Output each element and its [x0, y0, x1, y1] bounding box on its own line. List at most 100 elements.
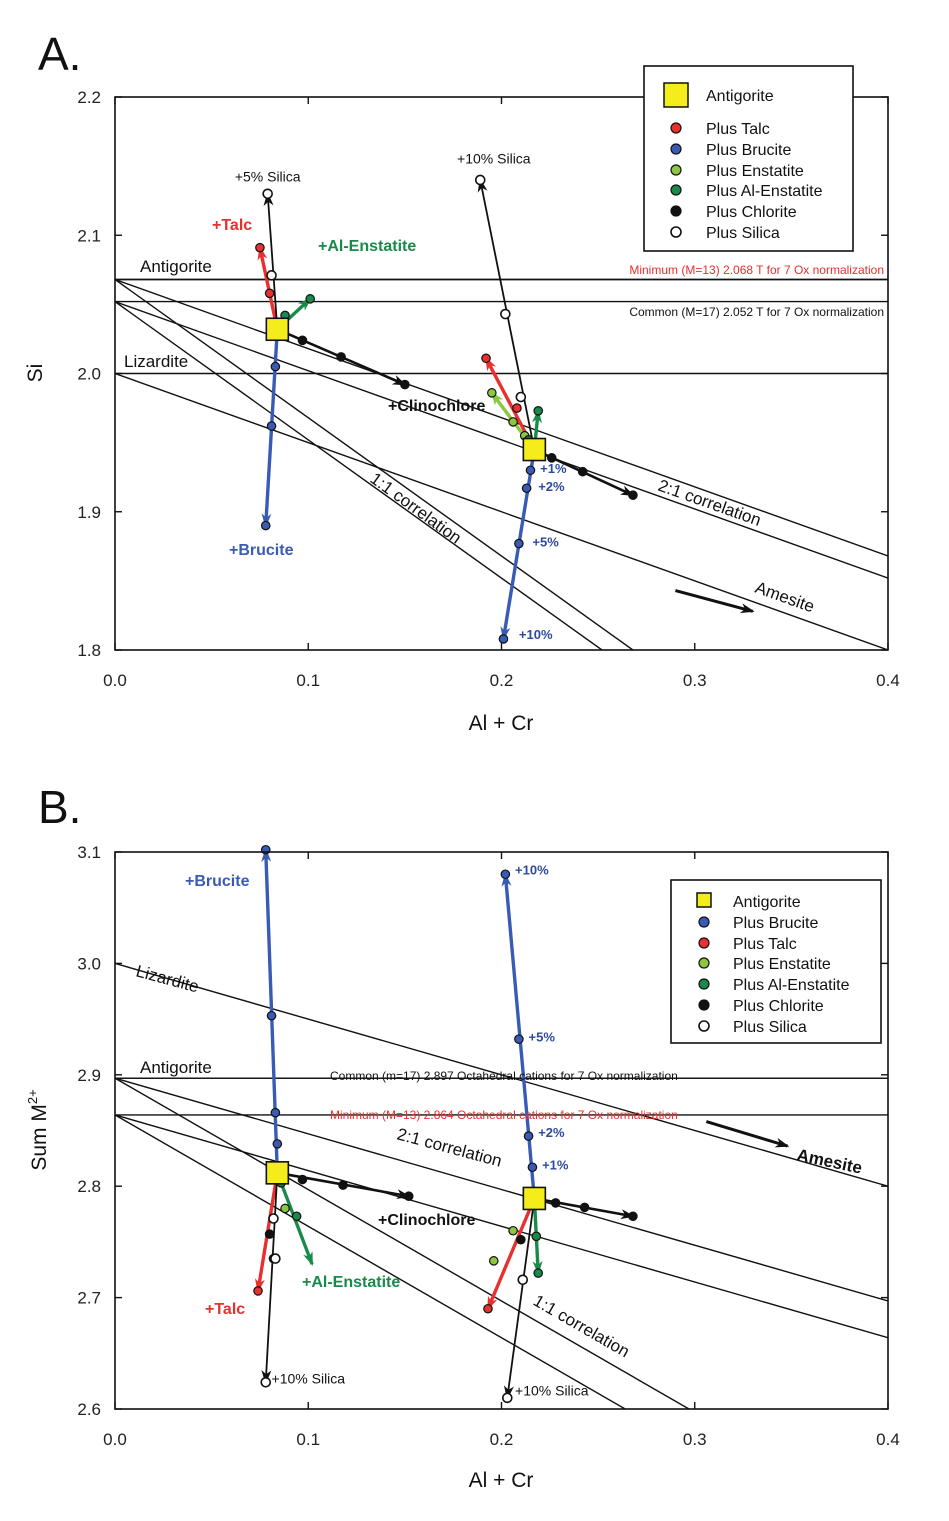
panel-a-talc-point-0: [255, 242, 265, 253]
panel-a-silica-point-2: [474, 174, 486, 186]
panel-a-brucite-point-5: [521, 483, 532, 494]
panel-a-talc-point-3: [512, 403, 522, 413]
panel-a-minimum-normalization-label: Minimum (M=13) 2.068 T for 7 Ox normaliz…: [629, 263, 884, 277]
panel-b-silica-point-2: [270, 1253, 281, 1264]
panel-b-x-tick-label-3: 0.3: [683, 1430, 707, 1449]
panel-a-y-tick-label-0: 1.8: [77, 641, 101, 660]
panel-b-al_enstatite-point-3: [531, 1231, 542, 1242]
panel-a-al_enstatite-point-0: [305, 294, 315, 304]
panel-a-annotation-0: +5% Silica: [235, 168, 301, 184]
panel-a-y-tick-label-1: 1.9: [77, 503, 101, 522]
panel-a-brucite-point-2: [266, 421, 277, 431]
panel-b-antigorite-marker-0: [265, 1161, 290, 1185]
panel-a-silica-point-4: [515, 391, 527, 403]
panel-a-chlorite-point-0: [400, 379, 410, 390]
panel-a-antigorite-marker-0: [265, 317, 290, 342]
panel-a-legend: Antigorite Plus Talc Plus Brucite Plus E…: [643, 65, 854, 252]
panel-a-chlorite-point-4: [546, 453, 557, 463]
panel-b-amesite-label: Amesite: [795, 1145, 864, 1177]
panel-b-y-axis-label: Sum M2+: [25, 1089, 51, 1170]
panel-b-legend-silica: Plus Silica: [733, 1019, 807, 1036]
panel-b-brucite-point-7: [527, 1162, 538, 1173]
panel-b-legend-antigorite: Antigorite: [733, 894, 801, 911]
panel-a-brucite-point-1: [270, 361, 281, 372]
panel-b-chlorite-point-6: [264, 1229, 275, 1239]
panel-a-reference-line-5: [115, 300, 888, 579]
panel-b-chlorite-point-0: [403, 1191, 414, 1202]
panel-b-brucite-point-2: [270, 1107, 281, 1118]
panel-b-y-axis-label-superscript: 2+: [25, 1089, 40, 1104]
panel-b-talc-point-0: [253, 1286, 263, 1296]
panel-a-legend-enstatite: Plus Enstatite: [706, 163, 804, 180]
panel-a-amesite-label: Amesite: [753, 578, 817, 617]
panel-b-enstatite-point-1: [508, 1225, 518, 1236]
panel-b-chlorite-point-4: [550, 1198, 561, 1208]
panel-b-silica-arrow-1: [503, 1198, 536, 1400]
panel-a-legend-al-enstatite: Plus Al-Enstatite: [706, 183, 823, 200]
panel-a-antigorite-marker-1: [522, 437, 547, 462]
panel-b-legend: Antigorite Plus Brucite Plus Talc Plus E…: [670, 879, 882, 1044]
panel-a-talc-point-2: [264, 288, 275, 299]
panel-a-annotation-5: +10%: [519, 627, 553, 642]
panel-b-letter: B.: [38, 781, 81, 833]
panel-a-y-tick-label-3: 2.1: [77, 226, 101, 245]
panel-b-brucite-label: +Brucite: [185, 873, 250, 890]
panel-a-x-tick-label-2: 0.2: [490, 671, 514, 690]
panel-a-x-tick-label-1: 0.1: [296, 671, 320, 690]
panel-a-silica-arrow-0: [263, 191, 279, 330]
panel-a-legend-chlorite-swatch: [670, 205, 682, 217]
panel-b-brucite-point-5: [514, 1034, 524, 1044]
panel-b-plot-frame: [114, 851, 889, 1410]
panel-b-annotations: +10% Silica +10% Silica +10% +5% +2% +1%: [272, 862, 589, 1398]
panel-a-clinochlore-label: +Clinochlore: [388, 398, 485, 415]
panel-b-silica-point-3: [501, 1392, 513, 1404]
panel-a-common-normalization-label: Common (M=17) 2.052 T for 7 Ox normaliza…: [629, 305, 884, 319]
panel-a-enstatite-point-0: [487, 388, 497, 398]
panel-b-x-tick-label-4: 0.4: [876, 1430, 900, 1449]
panel-b-annotation-0: +10% Silica: [272, 1370, 346, 1386]
panel-a-silica-point-0: [262, 188, 273, 200]
panel-a-legend-silica-swatch: [670, 226, 682, 238]
panel-b-y-tick-label-4: 3.0: [77, 954, 101, 973]
panel-b-annotation-4: +2%: [538, 1125, 565, 1140]
panel-a-reference-line-7: [115, 278, 634, 650]
panel-b-y-tick-label-0: 2.6: [77, 1400, 101, 1419]
panel-a-x-tick-label-4: 0.4: [876, 671, 900, 690]
panel-a-2to1-correlation-label: 2:1 correlation: [656, 476, 764, 530]
panel-b: B. 0.0 0.1 0.2 0.3 0.4 2.6 2.7 2.8 2.9 3.0 3.1 Al …: [25, 781, 900, 1492]
panel-a-silica-point-3: [500, 308, 511, 320]
panel-b-brucite-point-3: [272, 1139, 283, 1149]
panel-a-chlorite-point-2: [336, 352, 346, 362]
panel-a-legend-antigorite: Antigorite: [706, 88, 774, 105]
panel-a-annotation-1: +10% Silica: [457, 150, 531, 166]
panel-b-chlorite-point-2: [338, 1180, 348, 1190]
panel-a-brucite-label: +Brucite: [229, 542, 294, 559]
panel-a-annotation-2: +1%: [540, 461, 567, 476]
panel-b-legend-brucite-swatch: [698, 916, 710, 928]
panel-b-x-tick-label-1: 0.1: [296, 1430, 320, 1449]
panel-b-enstatite-point-2: [280, 1203, 290, 1214]
panel-a-talc-point-1: [481, 353, 491, 364]
panel-b-reference-line-4: [115, 1077, 888, 1302]
panel-a-annotations: +5% Silica +10% Silica +1% +2% +5% +10%: [235, 150, 567, 642]
panel-b-chlorite-point-5: [579, 1202, 590, 1213]
panel-b-amesite-arrow: [705, 1120, 790, 1148]
panel-b-legend-talc: Plus Talc: [733, 936, 797, 953]
panel-b-al_enstatite-point-0: [533, 1268, 544, 1278]
panel-b-y-tick-label-5: 3.1: [77, 843, 101, 862]
panel-b-annotation-3: +5%: [529, 1029, 556, 1044]
panel-b-annotation-2: +10%: [515, 862, 549, 877]
panel-a-brucite-point-4: [525, 465, 536, 476]
panel-a-x-tick-label-3: 0.3: [683, 671, 707, 690]
panel-a-talc-label: +Talc: [212, 217, 252, 234]
panel-a: A. 0.0 0.1 0.2 0.3 0.4 1.8 1.9 2.0 2.1 2.2 Al + C…: [24, 28, 900, 735]
panel-b-enstatite-point-0: [488, 1256, 499, 1266]
panel-b-y-axis-label-group: Sum M2+: [25, 1089, 51, 1170]
panel-a-y-axis-label: Si: [24, 364, 47, 383]
panel-a-legend-enstatite-swatch: [670, 164, 682, 176]
panel-b-y-tick-label-1: 2.7: [77, 1289, 101, 1308]
panel-a-x-axis-label: Al + Cr: [469, 712, 534, 735]
panel-b-ticks: 0.0 0.1 0.2 0.3 0.4 2.6 2.7 2.8 2.9 3.0 3.1: [77, 843, 899, 1449]
panel-b-reference-line-6: [115, 1077, 690, 1409]
panel-b-chlorite-point-1: [297, 1174, 308, 1185]
